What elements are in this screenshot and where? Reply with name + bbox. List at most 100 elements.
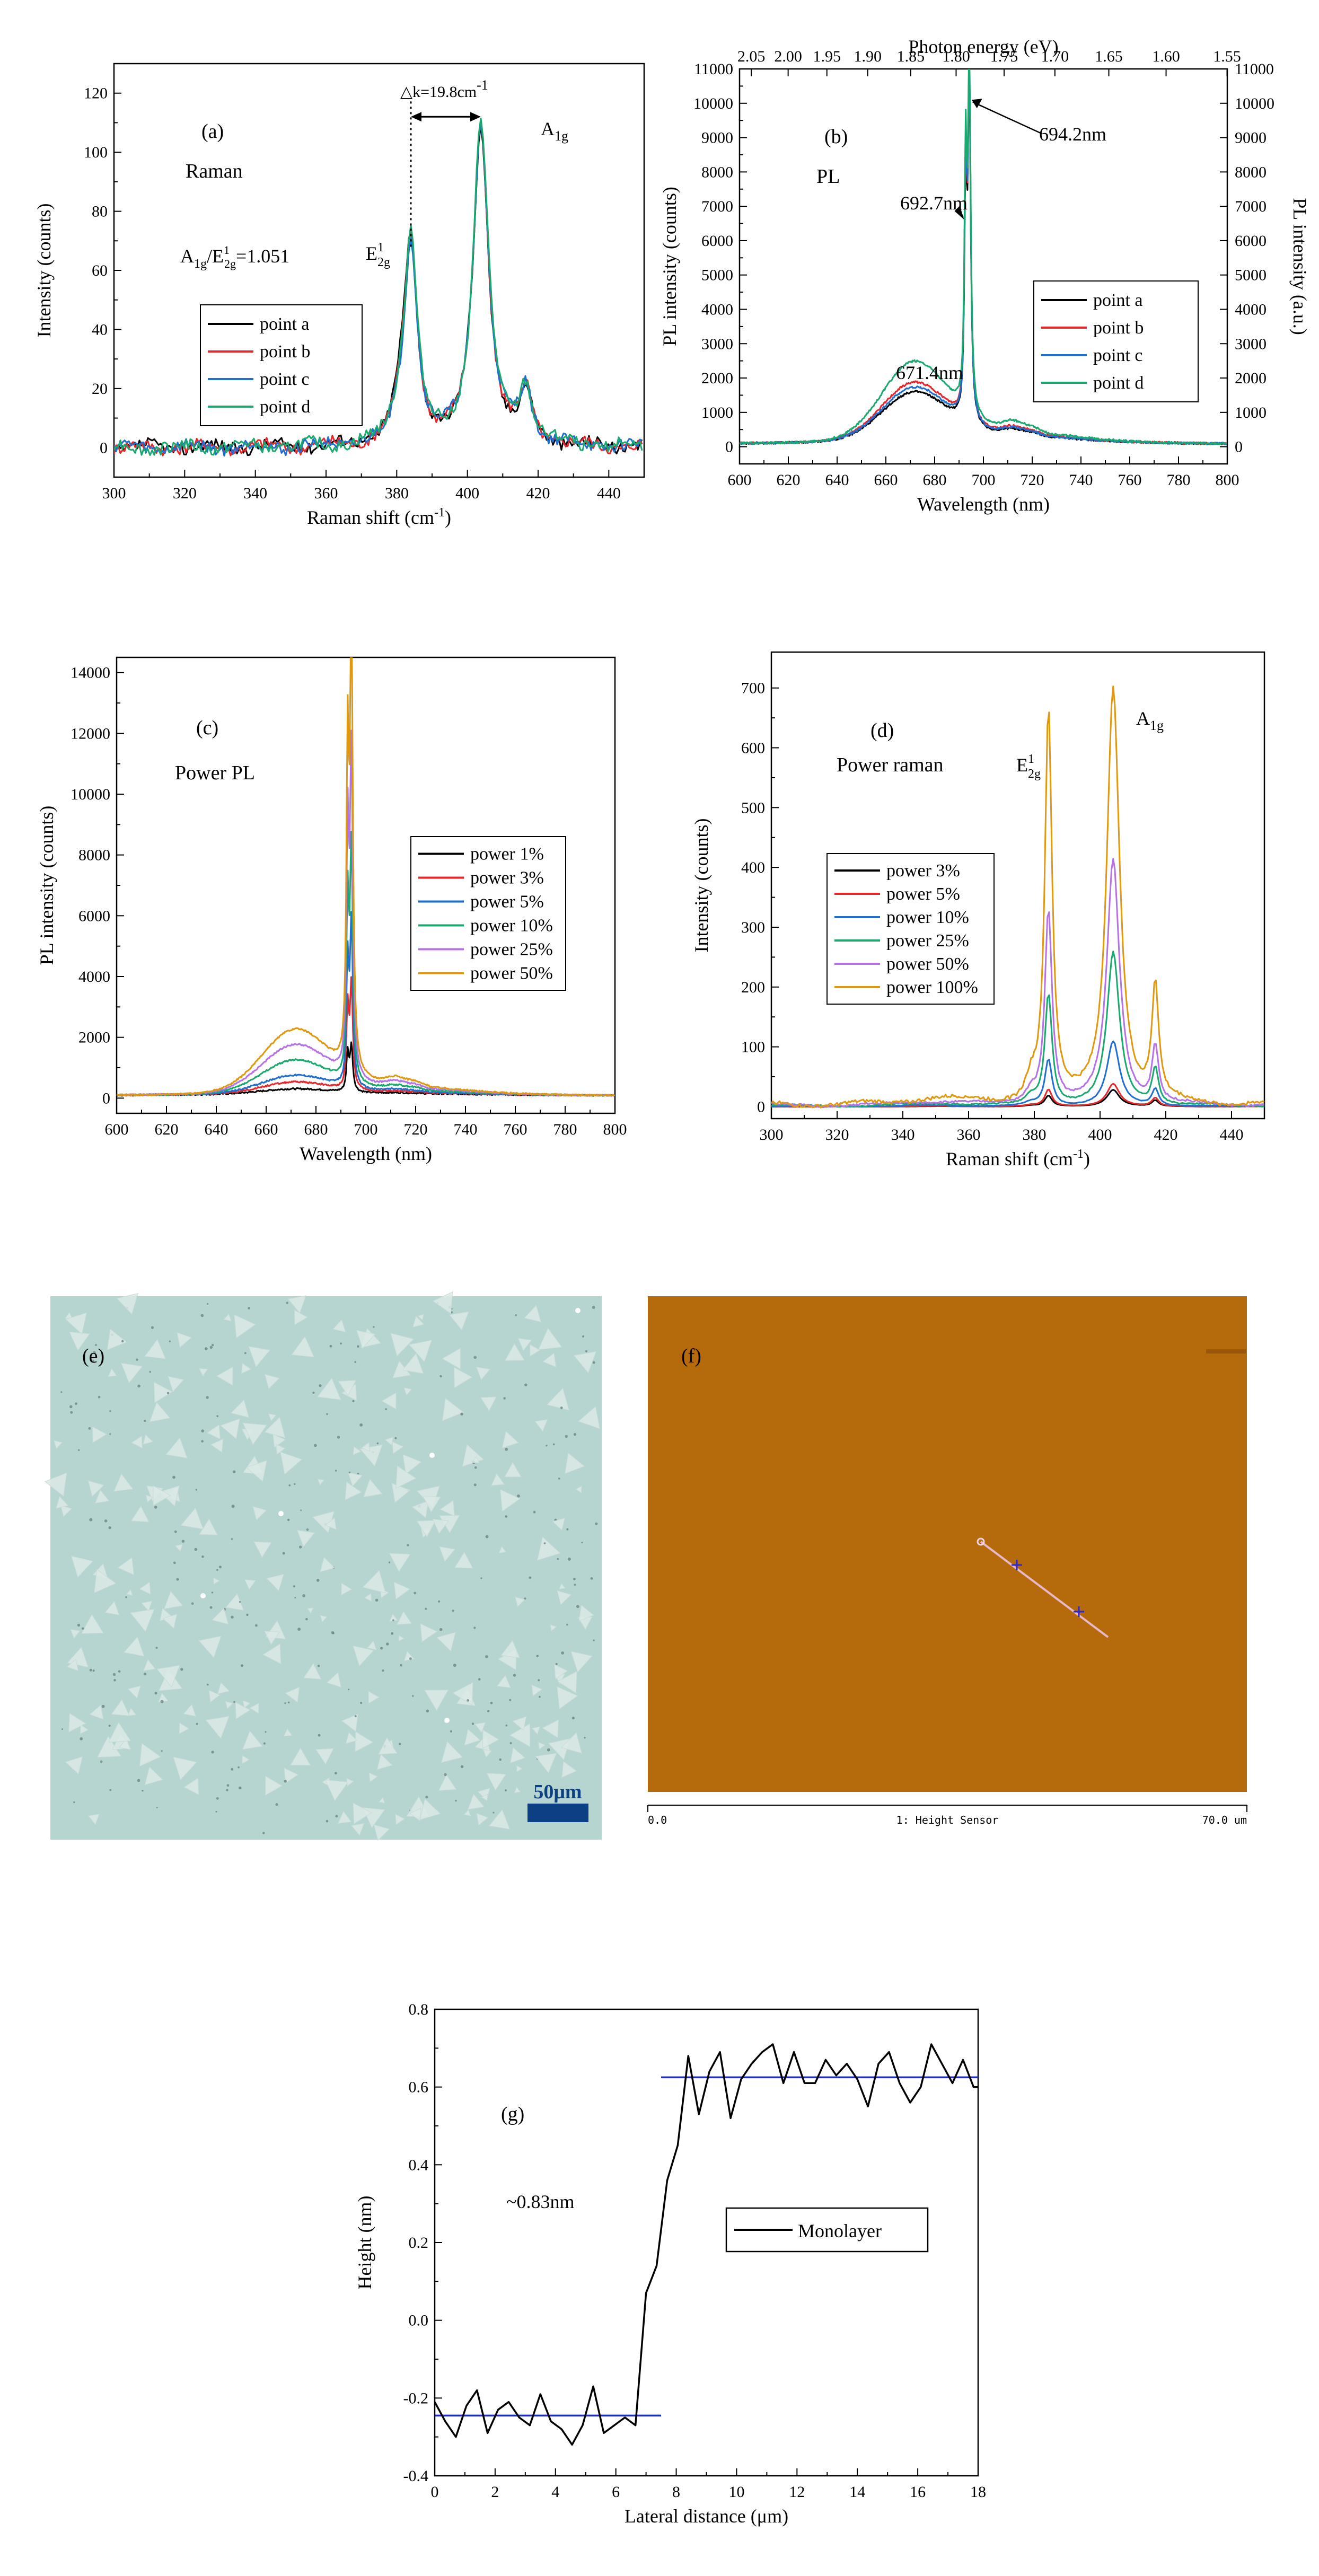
chart-panel-c: 600 620 640 660 680 700 720 740 760 780 8000200040… [36, 656, 627, 1164]
flake-dot [439, 1375, 442, 1378]
flake-dot [357, 1345, 359, 1348]
flake-triangle [242, 1700, 251, 1709]
scale-bar-label: 50μm [533, 1781, 582, 1803]
flake-dot [109, 1433, 111, 1435]
y-tick-label: 4000 [701, 301, 733, 318]
flake-dot [118, 1670, 121, 1673]
flake-triangle [573, 1351, 596, 1374]
flake-triangle [242, 1755, 250, 1764]
peak-arrow-2 [972, 101, 1042, 135]
flake-dot [211, 1751, 214, 1754]
flake-dot [172, 1475, 175, 1479]
x-tick-label: 420 [1154, 1126, 1178, 1144]
x-tick-label: 12 [789, 2483, 805, 2501]
x-tick-label: 4 [551, 2483, 559, 2501]
flake-dot [592, 1306, 595, 1309]
y2-tick-label: 10000 [1235, 95, 1274, 112]
flake-triangle [346, 1778, 354, 1787]
optical-image-panel: (e) 50μm [44, 1291, 602, 1841]
flake-dot [284, 1780, 287, 1783]
x-tick-label: 600 [105, 1121, 129, 1138]
flake-dot [92, 1359, 94, 1361]
x-tick-label: 680 [923, 471, 947, 489]
flake-triangle [130, 1608, 155, 1632]
flake-triangle [464, 1728, 481, 1746]
flake-triangle [92, 1426, 107, 1443]
y-axis-label: Intensity (counts) [691, 819, 712, 953]
x-tick-label: 16 [910, 2483, 926, 2501]
flake-dot [439, 1628, 443, 1631]
flake-triangle [500, 1489, 521, 1512]
y-axis-label: Height (nm) [354, 2196, 375, 2290]
flake-triangle [423, 1496, 441, 1513]
flake-triangle [395, 1814, 405, 1825]
flake-triangle [345, 1732, 358, 1744]
flake-dot [574, 1584, 576, 1586]
flake-dot [513, 1674, 516, 1677]
flake-dot [573, 1433, 577, 1436]
flake-triangle [324, 1517, 337, 1530]
flake-triangle [488, 1809, 511, 1830]
flake-dot [380, 1647, 383, 1650]
x-tick-label: 700 [354, 1121, 378, 1138]
flake-dot [409, 1657, 412, 1660]
flake-triangle [139, 1581, 151, 1595]
flake-dot [386, 1642, 389, 1646]
flake-triangle [438, 1774, 457, 1791]
flake-dot [282, 1552, 285, 1555]
flake-dot [313, 1444, 317, 1447]
flake-triangle [94, 1569, 117, 1594]
flake-dot [201, 1440, 204, 1443]
flake-dot [212, 1343, 214, 1347]
flake-triangle [168, 1376, 184, 1392]
flake-triangle [368, 1691, 380, 1704]
flake-triangle [130, 1506, 150, 1523]
flake-triangle [69, 1331, 90, 1351]
peak-arrow-2-head [971, 99, 982, 109]
flake-triangle [95, 1489, 110, 1504]
flake-dot [201, 1555, 204, 1558]
y-tick-label: 100 [84, 144, 108, 161]
flake-dot [288, 1484, 291, 1487]
flake-triangle [332, 1319, 346, 1332]
panel-label: (d) [870, 719, 894, 742]
legend-label: point b [1093, 318, 1144, 338]
flake-triangle [80, 1724, 89, 1735]
flake-dot [265, 1731, 267, 1733]
y2-tick-label: 9000 [1235, 129, 1267, 147]
flake-dot [425, 1607, 427, 1610]
x-tick-label: 640 [205, 1121, 228, 1138]
flake-triangle [141, 1601, 153, 1612]
flake-dot [524, 1383, 527, 1386]
y-tick-label: 40 [92, 321, 108, 338]
flake-dot [109, 1410, 111, 1412]
flake-triangle [307, 1607, 314, 1614]
afm-profile-start [977, 1537, 985, 1546]
flake-dot [400, 1664, 402, 1667]
x2-tick-label: 1.60 [1152, 48, 1180, 65]
flake-triangle [290, 1747, 311, 1766]
flake-dot [294, 1483, 296, 1485]
step-height-label: ~0.83nm [506, 2191, 574, 2212]
afm-cursor-1 [1012, 1560, 1022, 1570]
flake-dot [248, 1307, 251, 1310]
flake-triangle [442, 1348, 461, 1370]
flake-dot [375, 1598, 379, 1602]
flake-triangle [262, 1643, 282, 1665]
flake-triangle [397, 1611, 412, 1625]
flake-dot [455, 1799, 457, 1802]
flake-triangle [561, 1761, 577, 1778]
flake-triangle [353, 1803, 372, 1824]
flake-triangle [482, 1749, 492, 1758]
flake-dot [515, 1314, 517, 1316]
y-tick-label: 5000 [701, 267, 733, 284]
flake-dot [154, 1506, 157, 1509]
flake-triangle [364, 1593, 372, 1602]
y-tick-label: 400 [741, 859, 765, 876]
flake-dot [536, 1655, 539, 1658]
y-tick-label: 200 [741, 979, 765, 996]
flake-triangle [149, 1402, 171, 1422]
flake-dot [335, 1815, 338, 1818]
flake-dot [160, 1700, 164, 1703]
flake-triangle [550, 1624, 557, 1631]
